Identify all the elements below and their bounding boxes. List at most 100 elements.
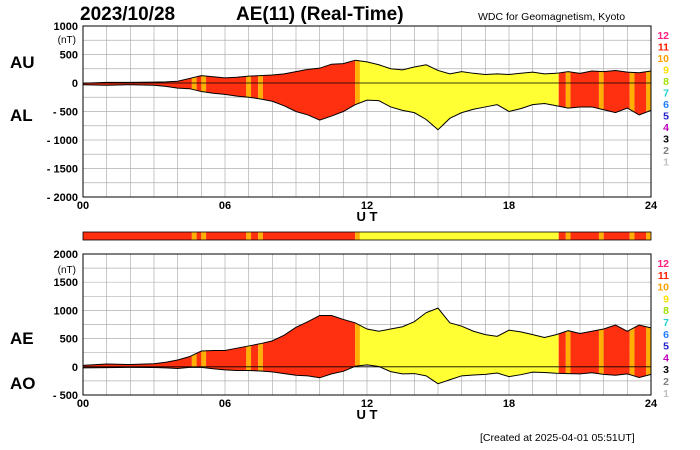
coverage-bar-segment — [246, 232, 252, 240]
plot-date: 2023/10/28 — [80, 4, 176, 25]
ao-series-line — [82, 364, 652, 385]
y-tick-label: - 1500 — [47, 164, 78, 176]
al-label: AL — [10, 106, 33, 125]
y-tick-label: 0 — [72, 362, 78, 374]
coverage-bar-segment — [206, 232, 247, 240]
station-count-10: 10 — [657, 282, 669, 294]
ao-label: AO — [10, 374, 36, 393]
y-tick-label: - 500 — [53, 390, 78, 402]
coverage-bar-segment — [355, 232, 360, 240]
station-count-11: 11 — [658, 42, 669, 54]
unit-label: (nT) — [58, 265, 76, 276]
coverage-bar-segment — [570, 232, 599, 240]
station-count-12: 12 — [657, 30, 669, 42]
y-tick-label: - 2000 — [47, 192, 78, 204]
ae-label: AE — [10, 329, 34, 348]
fill-band — [558, 60, 566, 130]
coverage-bar-segment — [262, 232, 356, 240]
x-tick-label: 12 — [361, 398, 373, 410]
station-count-1: 1 — [663, 157, 669, 169]
coverage-bar-segment — [634, 232, 647, 240]
y-tick-label: 1000 — [54, 305, 78, 317]
station-count-3: 3 — [663, 364, 669, 376]
station-count-9: 9 — [663, 65, 669, 77]
fill-band — [629, 60, 635, 130]
station-count-5: 5 — [663, 111, 669, 123]
y-tick-label: 0 — [72, 78, 78, 90]
x-tick-label: 24 — [645, 398, 658, 410]
fill-band — [251, 60, 259, 130]
coverage-bar-segment — [565, 232, 571, 240]
y-tick-label: 2000 — [54, 249, 78, 261]
x-tick-label: 06 — [219, 200, 231, 212]
fill-band — [565, 308, 571, 384]
fill-band — [629, 308, 635, 384]
y-tick-label: - 1000 — [47, 135, 78, 147]
data-source-label: WDC for Geomagnetism, Kyoto — [478, 11, 626, 23]
fill-band — [646, 308, 651, 384]
fill-band — [355, 60, 360, 130]
y-tick-label: 500 — [60, 334, 78, 346]
y-tick-label: 1000 — [54, 21, 78, 33]
x-tick-label: 24 — [645, 200, 658, 212]
x-tick-label: 18 — [503, 398, 515, 410]
al-series-line — [82, 84, 652, 131]
station-count-11: 11 — [658, 270, 669, 282]
fill-band — [565, 60, 571, 130]
x-tick-label: 12 — [361, 200, 373, 212]
fill-band — [598, 60, 604, 130]
y-tick-label: - 500 — [53, 107, 78, 119]
fill-band — [258, 60, 263, 130]
fill-band — [634, 308, 647, 384]
fill-band — [258, 308, 263, 384]
station-count-5: 5 — [663, 341, 669, 353]
coverage-bar — [82, 231, 652, 241]
station-count-4: 4 — [663, 352, 669, 364]
station-count-3: 3 — [663, 134, 669, 146]
coverage-bar-segment — [258, 232, 263, 240]
y-tick-label: 500 — [60, 50, 78, 62]
fill-band — [246, 60, 252, 130]
plot-title: AE(11) (Real-Time) — [236, 4, 404, 25]
station-count-1: 1 — [663, 388, 669, 400]
coverage-bar-segment — [598, 232, 604, 240]
station-count-7: 7 — [663, 88, 669, 100]
coverage-bar-segment — [196, 232, 202, 240]
fill-band — [355, 308, 360, 384]
fill-band — [558, 308, 566, 384]
coverage-bar-segment — [629, 232, 635, 240]
station-count-9: 9 — [663, 293, 669, 305]
station-count-12: 12 — [657, 258, 669, 270]
fill-band — [634, 60, 647, 130]
x-tick-label: 06 — [219, 398, 231, 410]
au-series-line — [82, 59, 652, 84]
ae-series-line — [82, 307, 652, 366]
coverage-bar-segment — [359, 232, 559, 240]
station-count-8: 8 — [663, 305, 669, 317]
station-count-2: 2 — [663, 376, 669, 388]
coverage-bar-segment — [251, 232, 259, 240]
plot-frame — [82, 25, 652, 198]
x-tick-label: 00 — [77, 200, 89, 212]
y-tick-label: 1500 — [54, 277, 78, 289]
creation-timestamp: [Created at 2025-04-01 05:51UT] — [480, 432, 635, 444]
plot-frame — [82, 253, 652, 396]
station-count-10: 10 — [657, 53, 669, 65]
au-label: AU — [10, 53, 35, 72]
coverage-bar-segment — [83, 232, 192, 240]
station-count-4: 4 — [663, 122, 669, 134]
coverage-bar-segment — [558, 232, 566, 240]
x-axis-title: U T — [357, 407, 378, 422]
x-tick-label: 18 — [503, 200, 515, 212]
station-count-7: 7 — [663, 317, 669, 329]
station-count-2: 2 — [663, 145, 669, 157]
x-tick-label: 00 — [77, 398, 89, 410]
coverage-bar-segment — [603, 232, 630, 240]
station-count-6: 6 — [663, 99, 669, 111]
fill-band — [646, 60, 651, 130]
station-count-8: 8 — [663, 76, 669, 88]
fill-band — [251, 308, 259, 384]
unit-label: (nT) — [58, 35, 76, 46]
